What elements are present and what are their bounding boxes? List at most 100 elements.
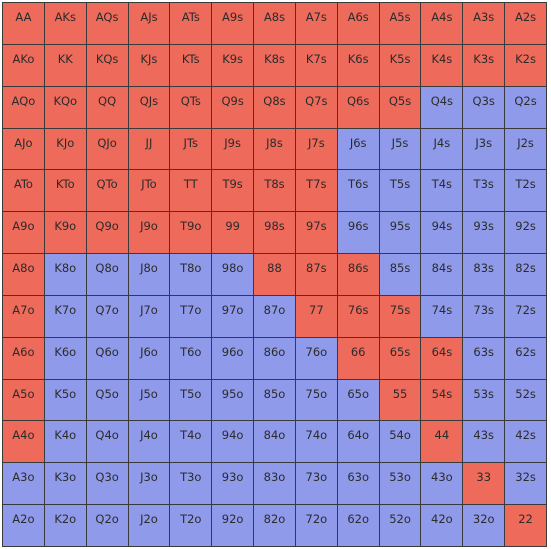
hand-cell-k2o[interactable]: K2o: [44, 505, 86, 546]
hand-cell-42o[interactable]: 42o: [421, 505, 463, 546]
hand-cell-k9s[interactable]: K9s: [212, 44, 254, 86]
hand-cell-ajs[interactable]: AJs: [128, 3, 170, 44]
hand-cell-95s[interactable]: 95s: [379, 212, 421, 254]
hand-cell-k8o[interactable]: K8o: [44, 254, 86, 295]
hand-cell-84s[interactable]: 84s: [421, 254, 463, 295]
hand-cell-j2o[interactable]: J2o: [128, 505, 170, 546]
hand-cell-k6s[interactable]: K6s: [337, 44, 379, 86]
hand-cell-j5o[interactable]: J5o: [128, 379, 170, 421]
hand-cell-k4o[interactable]: K4o: [44, 421, 86, 463]
hand-cell-87s[interactable]: 87s: [295, 254, 337, 295]
hand-cell-85o[interactable]: 85o: [254, 379, 295, 421]
hand-cell-q2s[interactable]: Q2s: [505, 86, 546, 128]
hand-cell-a7o[interactable]: A7o: [3, 295, 44, 337]
hand-cell-kto[interactable]: KTo: [44, 170, 86, 212]
hand-cell-q9s[interactable]: Q9s: [212, 86, 254, 128]
hand-cell-j3s[interactable]: J3s: [463, 128, 505, 170]
hand-cell-66[interactable]: 66: [337, 337, 379, 379]
hand-cell-kqo[interactable]: KQo: [44, 86, 86, 128]
hand-cell-63s[interactable]: 63s: [463, 337, 505, 379]
hand-cell-q3s[interactable]: Q3s: [463, 86, 505, 128]
hand-cell-j8s[interactable]: J8s: [254, 128, 295, 170]
hand-cell-t8s[interactable]: T8s: [254, 170, 295, 212]
hand-cell-t6o[interactable]: T6o: [170, 337, 212, 379]
hand-cell-94s[interactable]: 94s: [421, 212, 463, 254]
hand-cell-96o[interactable]: 96o: [212, 337, 254, 379]
hand-cell-87o[interactable]: 87o: [254, 295, 295, 337]
hand-cell-97s[interactable]: 97s: [295, 212, 337, 254]
hand-cell-82o[interactable]: 82o: [254, 505, 295, 546]
hand-cell-aqo[interactable]: AQo: [3, 86, 44, 128]
hand-cell-a4s[interactable]: A4s: [421, 3, 463, 44]
hand-cell-a9s[interactable]: A9s: [212, 3, 254, 44]
hand-cell-a3o[interactable]: A3o: [3, 463, 44, 505]
hand-cell-75o[interactable]: 75o: [295, 379, 337, 421]
hand-cell-a8o[interactable]: A8o: [3, 254, 44, 295]
hand-cell-t8o[interactable]: T8o: [170, 254, 212, 295]
hand-cell-93s[interactable]: 93s: [463, 212, 505, 254]
hand-cell-94o[interactable]: 94o: [212, 421, 254, 463]
hand-cell-73o[interactable]: 73o: [295, 463, 337, 505]
hand-cell-kqs[interactable]: KQs: [86, 44, 128, 86]
hand-cell-a8s[interactable]: A8s: [254, 3, 295, 44]
hand-cell-t5s[interactable]: T5s: [379, 170, 421, 212]
hand-cell-ats[interactable]: ATs: [170, 3, 212, 44]
hand-cell-j5s[interactable]: J5s: [379, 128, 421, 170]
hand-cell-t7s[interactable]: T7s: [295, 170, 337, 212]
hand-cell-54o[interactable]: 54o: [379, 421, 421, 463]
hand-cell-q5o[interactable]: Q5o: [86, 379, 128, 421]
hand-cell-qq[interactable]: QQ: [86, 86, 128, 128]
hand-cell-43s[interactable]: 43s: [463, 421, 505, 463]
hand-cell-q5s[interactable]: Q5s: [379, 86, 421, 128]
hand-cell-75s[interactable]: 75s: [379, 295, 421, 337]
hand-cell-a5o[interactable]: A5o: [3, 379, 44, 421]
hand-cell-83o[interactable]: 83o: [254, 463, 295, 505]
hand-cell-88[interactable]: 88: [254, 254, 295, 295]
hand-cell-aks[interactable]: AKs: [44, 3, 86, 44]
hand-cell-k5s[interactable]: K5s: [379, 44, 421, 86]
hand-cell-72o[interactable]: 72o: [295, 505, 337, 546]
hand-cell-j7s[interactable]: J7s: [295, 128, 337, 170]
hand-cell-53s[interactable]: 53s: [463, 379, 505, 421]
hand-cell-q7s[interactable]: Q7s: [295, 86, 337, 128]
hand-cell-73s[interactable]: 73s: [463, 295, 505, 337]
hand-cell-kk[interactable]: KK: [44, 44, 86, 86]
hand-cell-42s[interactable]: 42s: [505, 421, 546, 463]
hand-cell-q8o[interactable]: Q8o: [86, 254, 128, 295]
hand-cell-76s[interactable]: 76s: [337, 295, 379, 337]
hand-cell-q7o[interactable]: Q7o: [86, 295, 128, 337]
hand-cell-t9s[interactable]: T9s: [212, 170, 254, 212]
hand-cell-k7s[interactable]: K7s: [295, 44, 337, 86]
hand-cell-kts[interactable]: KTs: [170, 44, 212, 86]
hand-cell-j7o[interactable]: J7o: [128, 295, 170, 337]
hand-cell-64o[interactable]: 64o: [337, 421, 379, 463]
hand-cell-t2o[interactable]: T2o: [170, 505, 212, 546]
hand-cell-92o[interactable]: 92o: [212, 505, 254, 546]
hand-cell-t6s[interactable]: T6s: [337, 170, 379, 212]
hand-cell-j6o[interactable]: J6o: [128, 337, 170, 379]
hand-cell-j6s[interactable]: J6s: [337, 128, 379, 170]
hand-cell-qts[interactable]: QTs: [170, 86, 212, 128]
hand-cell-k3s[interactable]: K3s: [463, 44, 505, 86]
hand-cell-a9o[interactable]: A9o: [3, 212, 44, 254]
hand-cell-qjs[interactable]: QJs: [128, 86, 170, 128]
hand-cell-33[interactable]: 33: [463, 463, 505, 505]
hand-cell-43o[interactable]: 43o: [421, 463, 463, 505]
hand-cell-72s[interactable]: 72s: [505, 295, 546, 337]
hand-cell-83s[interactable]: 83s: [463, 254, 505, 295]
hand-cell-86o[interactable]: 86o: [254, 337, 295, 379]
hand-cell-62o[interactable]: 62o: [337, 505, 379, 546]
hand-cell-q2o[interactable]: Q2o: [86, 505, 128, 546]
hand-cell-98s[interactable]: 98s: [254, 212, 295, 254]
hand-cell-ajo[interactable]: AJo: [3, 128, 44, 170]
hand-cell-52s[interactable]: 52s: [505, 379, 546, 421]
hand-cell-q6o[interactable]: Q6o: [86, 337, 128, 379]
hand-cell-92s[interactable]: 92s: [505, 212, 546, 254]
hand-cell-t7o[interactable]: T7o: [170, 295, 212, 337]
hand-cell-a2o[interactable]: A2o: [3, 505, 44, 546]
hand-cell-44[interactable]: 44: [421, 421, 463, 463]
hand-cell-q9o[interactable]: Q9o: [86, 212, 128, 254]
hand-cell-52o[interactable]: 52o: [379, 505, 421, 546]
hand-cell-k9o[interactable]: K9o: [44, 212, 86, 254]
hand-cell-q8s[interactable]: Q8s: [254, 86, 295, 128]
